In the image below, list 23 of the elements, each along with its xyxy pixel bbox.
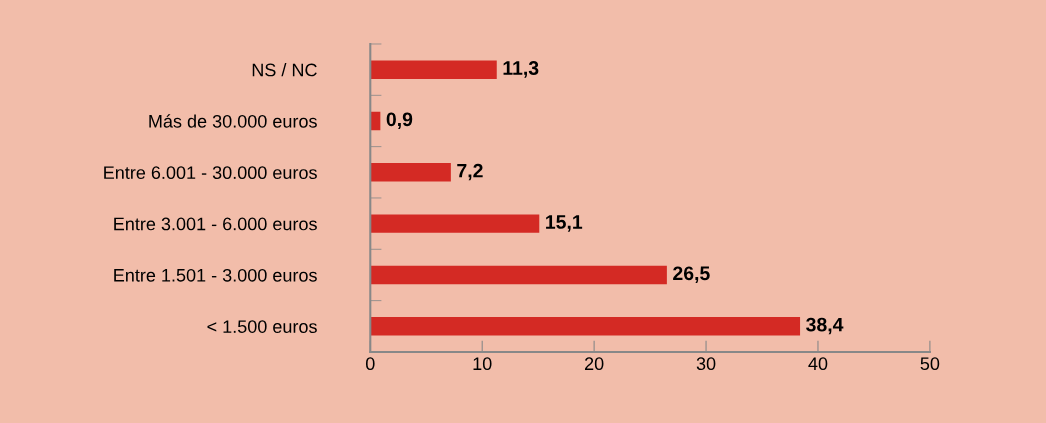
bar (370, 265, 667, 285)
data-label: 11,3 (503, 61, 539, 78)
data-label: 0,9 (386, 112, 413, 130)
y-tick-label: NS / NC (252, 63, 317, 77)
bar (370, 214, 540, 233)
y-tick-label: Entre 3.001 - 6.000 euros (114, 217, 317, 231)
data-label: 38,4 (806, 317, 844, 335)
y-tick-label: Más de 30.000 euros (149, 114, 317, 128)
y-tick-label: Entre 1.501 - 3.000 euros (114, 268, 317, 282)
bar (370, 60, 497, 79)
x-tick-label: 0 (365, 357, 375, 371)
bar (370, 163, 451, 182)
bar (370, 317, 801, 336)
x-tick-label: 20 (585, 357, 604, 371)
x-tick-label: 30 (696, 357, 716, 371)
data-label: 7,2 (457, 163, 483, 181)
x-tick-label: 50 (920, 357, 940, 371)
data-label: 26,5 (673, 266, 710, 283)
x-tick-label: 40 (808, 357, 828, 371)
y-tick-label: Entre 6.001 - 30.000 euros (104, 166, 317, 180)
y-tick-label: < 1.500 euros (207, 320, 317, 333)
data-label: 15,1 (546, 215, 583, 232)
x-tick-label: 10 (473, 357, 492, 371)
